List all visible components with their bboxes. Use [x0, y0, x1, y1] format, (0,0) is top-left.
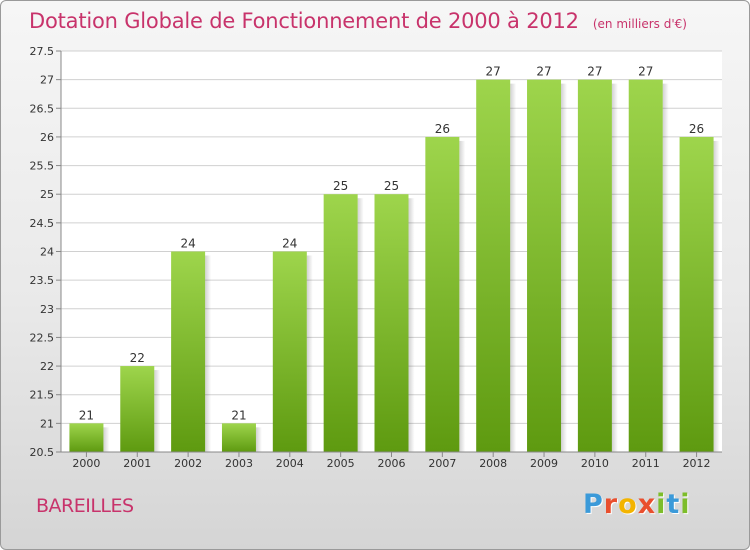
- y-tick-label: 21.5: [30, 389, 55, 402]
- bar-value-label: 27: [587, 65, 602, 79]
- bar-value-label: 24: [282, 237, 297, 251]
- bar-shadow: [357, 198, 364, 452]
- x-tick-label: 2002: [174, 457, 202, 470]
- y-tick-label: 27: [40, 74, 54, 87]
- x-tick-label: 2008: [479, 457, 507, 470]
- bar-shadow: [662, 83, 669, 453]
- y-tick-label: 25.5: [30, 160, 55, 173]
- bar-value-label: 22: [130, 351, 145, 365]
- x-tick-label: 2011: [632, 457, 660, 470]
- bar-shadow: [510, 83, 517, 453]
- y-tick-label: 26.5: [30, 102, 55, 115]
- y-tick-label: 25: [40, 188, 54, 201]
- y-axis: 20.5 21 21.5 22 22.5 23 23.5 24 24.5 25 25.5 26 26.5…: [30, 45, 61, 459]
- x-tick-label: 2003: [225, 457, 253, 470]
- commune-name: BAREILLES: [36, 495, 134, 517]
- logo-letter: P: [583, 489, 604, 520]
- bar-2001: [120, 366, 155, 452]
- y-tick-label: 20.5: [30, 446, 55, 459]
- bar-2009: [527, 79, 562, 453]
- bar-2012: [679, 136, 714, 452]
- x-tick-label: 2004: [276, 457, 304, 470]
- y-tick-label: 21: [40, 417, 54, 430]
- bar-value-label: 25: [384, 179, 399, 193]
- bar-value-label: 27: [536, 65, 551, 79]
- bar-value-label: 27: [486, 65, 501, 79]
- bar-value-label: 21: [79, 408, 94, 422]
- x-axis: 2000 2001 2002 2003 2004 2005 2006 2007 2008 2009…: [72, 452, 711, 470]
- bar-2003: [221, 423, 256, 452]
- chart-unit: (en milliers d'€): [592, 17, 687, 31]
- bar-layer: 21 22 24 21 24 25 25 26 27 27 27 27 26: [69, 65, 720, 453]
- bar-2010: [577, 79, 612, 453]
- bar-2000: [69, 423, 104, 452]
- y-tick-label: 24.5: [30, 217, 55, 230]
- y-tick-label: 24: [40, 246, 54, 259]
- bar-2005: [323, 194, 358, 452]
- bar-shadow: [459, 140, 466, 452]
- logo-letter: x: [637, 489, 657, 520]
- y-tick-label: 26: [40, 131, 54, 144]
- logo-letter: i: [656, 489, 667, 520]
- y-tick-label: 23: [40, 303, 54, 316]
- x-tick-label: 2001: [123, 457, 151, 470]
- proxiti-logo: Proxiti: [583, 489, 691, 520]
- logo-letter: o: [618, 489, 638, 520]
- bar-shadow: [306, 255, 313, 452]
- x-tick-label: 2005: [327, 457, 355, 470]
- chart-title: Dotation Globale de Fonctionnement de 20…: [29, 9, 687, 33]
- bar-value-label: 26: [689, 122, 704, 136]
- bar-shadow: [255, 427, 262, 452]
- bar-value-label: 25: [333, 179, 348, 193]
- bar-shadow: [205, 255, 212, 452]
- logo-letter: r: [603, 489, 619, 520]
- bar-2002: [171, 251, 206, 452]
- bar-2008: [476, 79, 511, 453]
- bar-2011: [628, 79, 663, 453]
- logo-letter: i: [680, 489, 691, 520]
- y-tick-label: 22: [40, 360, 54, 373]
- bar-shadow: [408, 198, 415, 452]
- bar-2004: [272, 251, 307, 452]
- bar-2006: [374, 194, 409, 452]
- x-tick-label: 2006: [378, 457, 406, 470]
- x-tick-label: 2012: [683, 457, 711, 470]
- logo-letter: t: [666, 489, 681, 520]
- x-tick-label: 2000: [72, 457, 100, 470]
- x-tick-label: 2009: [530, 457, 558, 470]
- bar-shadow: [561, 83, 568, 453]
- chart-title-text: Dotation Globale de Fonctionnement de 20…: [29, 9, 579, 33]
- bar-value-label: 24: [180, 237, 195, 251]
- bar-shadow: [154, 370, 161, 452]
- y-tick-label: 23.5: [30, 274, 55, 287]
- y-tick-label: 22.5: [30, 331, 55, 344]
- bar-shadow: [611, 83, 618, 453]
- bar-value-label: 21: [231, 408, 246, 422]
- bar-shadow: [103, 427, 110, 452]
- bar-value-label: 26: [435, 122, 450, 136]
- x-tick-label: 2010: [581, 457, 609, 470]
- x-tick-label: 2007: [428, 457, 456, 470]
- bar-2007: [425, 136, 460, 452]
- bar-value-label: 27: [638, 65, 653, 79]
- bar-shadow: [713, 140, 720, 452]
- y-tick-label: 27.5: [30, 45, 55, 58]
